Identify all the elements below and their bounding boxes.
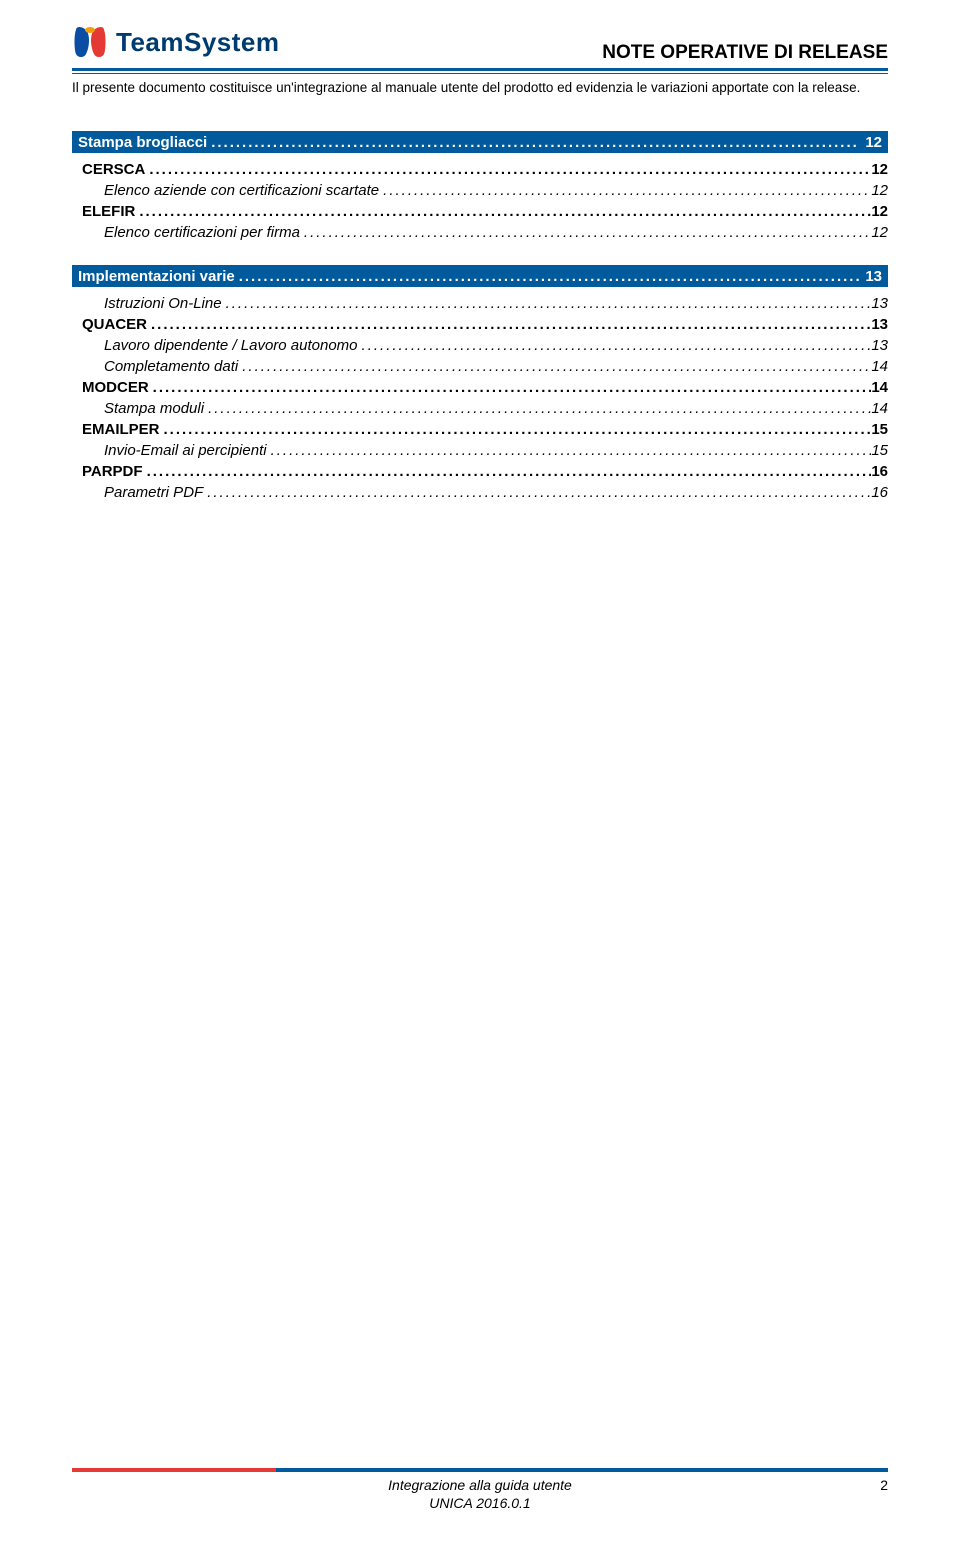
toc-entry-page: 15: [871, 442, 888, 459]
toc-entry-level2: Parametri PDF...........................…: [72, 484, 888, 501]
toc-entry-page: 14: [871, 400, 888, 417]
toc-leader-dots: ........................................…: [149, 379, 872, 396]
header-rule-thin: [72, 73, 888, 74]
toc-entry-level1: EMAILPER................................…: [72, 421, 888, 438]
brand-logo-mark: [72, 24, 108, 64]
toc-leader-dots: ........................................…: [238, 358, 871, 375]
toc-section-title: Stampa brogliacci: [78, 134, 207, 151]
toc-entry-label: Completamento dati: [104, 358, 238, 375]
header-rule-thick: [72, 68, 888, 71]
page: TeamSystem NOTE OPERATIVE DI RELEASE Il …: [0, 0, 960, 1556]
toc-section-title: Implementazioni varie: [78, 268, 235, 285]
toc-entry-label: Elenco certificazioni per firma: [104, 224, 300, 241]
toc-entry-level1: ELEFIR..................................…: [72, 203, 888, 220]
toc-leader-dots: ........................................…: [300, 224, 871, 241]
brand-logo-text: TeamSystem: [116, 24, 280, 60]
toc-entry-page: 13: [871, 316, 888, 333]
toc-entry-page: 12: [871, 182, 888, 199]
toc-entry-page: 13: [871, 295, 888, 312]
toc-entry-label: EMAILPER: [82, 421, 160, 438]
toc-section-page: 13: [859, 268, 882, 285]
toc-leader-dots: ........................................…: [207, 134, 859, 151]
toc-entry-level1: CERSCA..................................…: [72, 161, 888, 178]
toc-entry-page: 12: [871, 224, 888, 241]
toc-entry-page: 14: [871, 358, 888, 375]
toc-entry-label: ELEFIR: [82, 203, 135, 220]
toc-entry-level2: Stampa moduli...........................…: [72, 400, 888, 417]
toc-entry-level2: Lavoro dipendente / Lavoro autonomo.....…: [72, 337, 888, 354]
toc-entry-level1: QUACER..................................…: [72, 316, 888, 333]
document-title: NOTE OPERATIVE DI RELEASE: [602, 42, 888, 64]
toc-entry-label: QUACER: [82, 316, 147, 333]
toc-leader-dots: ........................................…: [358, 337, 872, 354]
footer-rule: [72, 1468, 888, 1472]
toc-leader-dots: ........................................…: [204, 400, 871, 417]
toc-entry-label: Invio-Email ai percipienti: [104, 442, 267, 459]
toc-entry-level1: MODCER..................................…: [72, 379, 888, 396]
toc: Stampa brogliacci.......................…: [72, 131, 888, 501]
toc-entry-level2: Elenco aziende con certificazioni scarta…: [72, 182, 888, 199]
toc-leader-dots: ........................................…: [379, 182, 871, 199]
toc-leader-dots: ........................................…: [160, 421, 872, 438]
toc-entry-level2: Istruzioni On-Line......................…: [72, 295, 888, 312]
toc-leader-dots: ........................................…: [203, 484, 871, 501]
toc-entry-level1: PARPDF..................................…: [72, 463, 888, 480]
toc-entry-page: 12: [871, 203, 888, 220]
toc-entry-level2: Completamento dati......................…: [72, 358, 888, 375]
toc-section-bar: Stampa brogliacci.......................…: [72, 131, 888, 153]
toc-entry-page: 16: [871, 484, 888, 501]
footer-line1: Integrazione alla guida utente: [388, 1477, 572, 1493]
toc-entry-label: Parametri PDF: [104, 484, 203, 501]
toc-entry-page: 13: [871, 337, 888, 354]
toc-entry-label: CERSCA: [82, 161, 145, 178]
toc-entry-label: Stampa moduli: [104, 400, 204, 417]
footer-page-number: 2: [880, 1476, 888, 1494]
toc-leader-dots: ........................................…: [145, 161, 871, 178]
toc-entry-level2: Elenco certificazioni per firma.........…: [72, 224, 888, 241]
toc-entry-level2: Invio-Email ai percipienti..............…: [72, 442, 888, 459]
toc-entry-label: PARPDF: [82, 463, 143, 480]
document-subtitle: Il presente documento costituisce un'int…: [72, 80, 888, 95]
footer-line2: UNICA 2016.0.1: [429, 1495, 530, 1511]
toc-entry-label: MODCER: [82, 379, 149, 396]
toc-leader-dots: ........................................…: [143, 463, 872, 480]
footer-text: Integrazione alla guida utente UNICA 201…: [72, 1476, 888, 1512]
toc-entry-page: 16: [871, 463, 888, 480]
toc-section-bar: Implementazioni varie...................…: [72, 265, 888, 287]
toc-section-page: 12: [859, 134, 882, 151]
toc-leader-dots: ........................................…: [147, 316, 871, 333]
toc-leader-dots: ........................................…: [267, 442, 872, 459]
toc-entry-page: 15: [871, 421, 888, 438]
page-footer: Integrazione alla guida utente UNICA 201…: [72, 1468, 888, 1512]
toc-entry-label: Istruzioni On-Line: [104, 295, 222, 312]
toc-leader-dots: ........................................…: [135, 203, 871, 220]
toc-entry-label: Lavoro dipendente / Lavoro autonomo: [104, 337, 358, 354]
toc-leader-dots: ........................................…: [235, 268, 860, 285]
toc-leader-dots: ........................................…: [222, 295, 872, 312]
page-header: TeamSystem NOTE OPERATIVE DI RELEASE Il …: [72, 24, 888, 95]
toc-entry-page: 12: [871, 161, 888, 178]
toc-entry-label: Elenco aziende con certificazioni scarta…: [104, 182, 379, 199]
toc-entry-page: 14: [871, 379, 888, 396]
